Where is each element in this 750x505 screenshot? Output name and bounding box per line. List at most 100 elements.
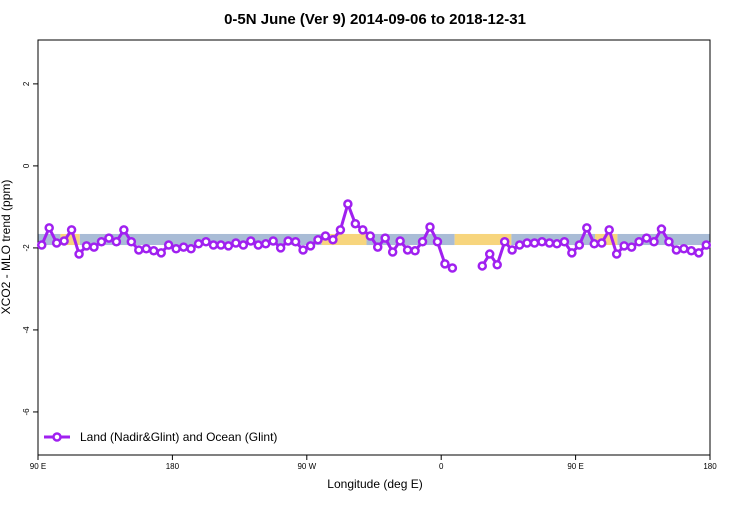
data-point	[328, 234, 338, 245]
legend-label: Land (Nadir&Glint) and Ocean (Glint)	[80, 430, 277, 444]
data-point	[649, 237, 659, 247]
data-point	[343, 199, 353, 209]
ribbon-segment	[79, 233, 322, 246]
data-point	[626, 242, 637, 252]
data-point	[275, 243, 286, 253]
data-point	[529, 238, 540, 248]
data-point	[208, 240, 219, 250]
y-tick-label: -6	[22, 408, 31, 416]
data-point	[193, 239, 204, 249]
data-point	[611, 249, 622, 259]
data-point	[499, 237, 510, 247]
data-point	[119, 225, 129, 235]
data-point	[604, 225, 614, 235]
data-point	[148, 246, 159, 256]
y-tick-label: 2	[22, 81, 31, 86]
x-axis-label: Longitude (deg E)	[327, 477, 422, 491]
data-point	[484, 249, 495, 259]
data-point	[201, 237, 211, 247]
legend-marker	[52, 432, 62, 442]
y-tick-label: 0	[22, 163, 31, 168]
data-point	[283, 236, 293, 246]
ribbon-segment	[617, 233, 710, 246]
data-point	[51, 238, 62, 248]
data-point	[447, 263, 458, 273]
data-point	[380, 233, 390, 243]
data-point	[417, 237, 428, 247]
data-point	[268, 236, 278, 246]
data-point	[111, 237, 122, 247]
data-point	[216, 240, 226, 250]
data-point	[664, 237, 674, 247]
data-point	[253, 240, 264, 250]
data-point	[619, 241, 629, 251]
x-tick-label: 90 W	[297, 462, 316, 471]
data-point	[492, 259, 502, 270]
data-point	[313, 234, 323, 245]
data-point	[171, 243, 181, 254]
data-point	[440, 259, 450, 269]
data-point	[96, 237, 107, 247]
data-point	[126, 237, 137, 247]
data-point	[582, 223, 592, 233]
data-point	[59, 236, 69, 246]
x-tick-label: 90 E	[30, 462, 46, 471]
data-point	[260, 239, 271, 249]
data-point	[395, 236, 405, 246]
x-tick-label: 0	[439, 462, 444, 471]
y-tick-label: -4	[22, 326, 31, 334]
ribbon-segment	[595, 233, 618, 246]
data-point	[477, 261, 488, 271]
data-point	[552, 239, 562, 249]
data-point	[89, 242, 99, 252]
data-point	[223, 241, 234, 251]
data-point	[671, 245, 682, 255]
data-point	[66, 225, 77, 235]
ribbon-segment	[60, 233, 80, 246]
data-point	[290, 237, 301, 247]
data-point	[679, 243, 689, 254]
ribbon-segment	[38, 233, 61, 246]
data-point	[178, 242, 189, 252]
x-tick-label: 180	[166, 462, 180, 471]
ribbon-segment	[454, 233, 512, 246]
data-point	[701, 240, 712, 250]
data-point	[350, 218, 361, 229]
data-point	[402, 245, 413, 255]
data-point	[335, 225, 346, 235]
data-point	[74, 249, 84, 259]
data-point	[514, 240, 525, 250]
data-point	[425, 222, 435, 232]
data-point	[537, 237, 547, 247]
ribbon-segment	[366, 233, 455, 246]
data-point	[641, 233, 652, 243]
data-point	[104, 233, 114, 243]
data-point	[544, 238, 555, 248]
x-tick-label: 90 E	[567, 462, 583, 471]
data-point	[365, 231, 376, 241]
data-point	[634, 237, 644, 247]
data-point	[372, 242, 383, 252]
data-point	[238, 240, 249, 250]
data-point	[694, 248, 704, 258]
data-point	[574, 240, 585, 250]
data-point	[134, 245, 144, 255]
data-point	[231, 238, 241, 248]
data-point	[387, 247, 398, 257]
chart-title: 0-5N June (Ver 9) 2014-09-06 to 2018-12-…	[224, 11, 526, 28]
x-tick-label: 180	[703, 462, 717, 471]
data-point	[305, 241, 316, 251]
ribbon-segment	[321, 233, 367, 246]
data-point	[186, 243, 196, 254]
data-point	[36, 240, 47, 250]
data-point	[163, 240, 174, 250]
y-tick-label: -2	[22, 244, 31, 252]
data-point	[44, 223, 54, 233]
data-point	[432, 237, 443, 247]
data-point	[567, 248, 577, 258]
data-point	[298, 245, 308, 255]
data-point	[686, 246, 697, 256]
data-point	[507, 245, 517, 255]
data-point	[246, 236, 256, 246]
